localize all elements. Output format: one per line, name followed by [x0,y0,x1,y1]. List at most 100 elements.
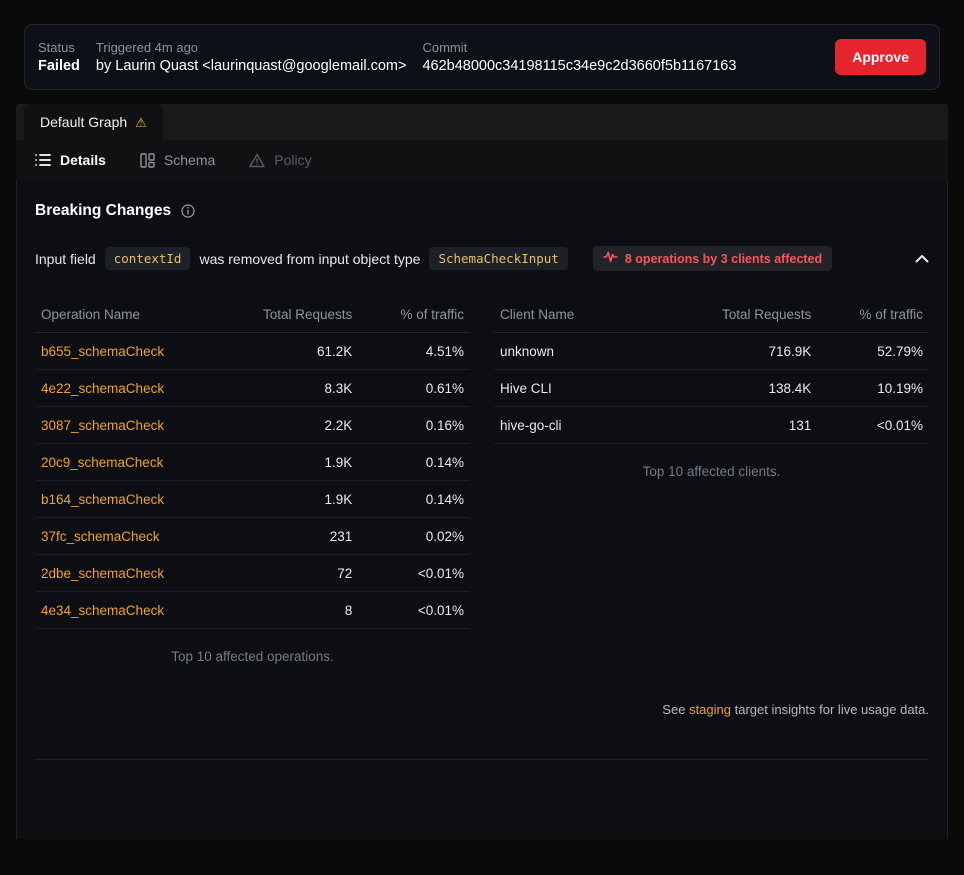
cell-value: 231 [329,528,353,544]
cell-value: unknown [500,343,555,359]
approve-button[interactable]: Approve [835,39,926,75]
check-subtabs: Details Schema Policy [16,140,948,180]
cell-value: hive-go-cli [500,417,562,433]
cell-value: 716.9K [768,343,812,359]
commit-label: Commit [422,40,468,55]
operations-table-caption: Top 10 affected operations. [171,649,334,664]
operation-name-link[interactable]: 37fc_schemaCheck [41,528,160,544]
insights-note-post: target insights for live usage data. [734,702,929,717]
cell-value: 72 [337,565,353,581]
table-row: 3087_schemaCheck 2.2K 0.16% [35,407,470,444]
table-row: 4e22_schemaCheck 8.3K 0.61% [35,370,470,407]
usage-tables: Operation Name Total Requests % of traffic… [35,297,929,664]
list-icon [35,153,51,167]
clients-table: Client Name Total Requests % of traffic unk… [494,297,929,444]
tab-schema-label: Schema [163,152,216,168]
footer-divider [35,759,929,760]
operations-table: Operation Name Total Requests % of traffic… [35,297,470,629]
cell-value: 2.2K [324,417,353,433]
column-header: % of traffic [859,307,923,322]
field-name-code: contextId [104,247,191,270]
table-row: 20c9_schemaCheck 1.9K 0.14% [35,444,470,481]
graph-tab-label: Default Graph [40,114,128,130]
column-header: Operation Name [41,307,141,322]
cell-value: 0.14% [425,491,464,507]
warning-icon: ⚠ [135,114,147,130]
breaking-change-row[interactable]: Input field contextId was removed from i… [35,246,929,271]
warning-triangle-icon [249,153,265,168]
cell-value: 138.4K [768,380,812,396]
table-row: b164_schemaCheck 1.9K 0.14% [35,481,470,518]
table-row: b655_schemaCheck 61.2K 4.51% [35,333,470,370]
cell-value: 0.14% [425,454,464,470]
collapse-chevron-icon[interactable] [915,254,929,263]
table-header-row: Client Name Total Requests % of traffic [494,297,929,333]
cell-value: 8 [344,602,353,618]
table-row: 2dbe_schemaCheck 72 <0.01% [35,555,470,592]
triggered-label: Triggered 4m ago [95,40,199,55]
status-column: Status Failed [38,40,80,74]
triggered-by: by Laurin Quast <laurinquast@googlemail.… [95,58,407,74]
cell-value: <0.01% [876,417,923,433]
staging-target-link[interactable]: staging [689,702,731,717]
operation-name-link[interactable]: b655_schemaCheck [41,343,165,359]
operation-name-link[interactable]: 3087_schemaCheck [41,417,165,433]
status-value: Failed [38,58,80,74]
usage-summary-footer: Based on 1.4M requests from target stagi… [16,839,948,875]
table-row: unknown 716.9K 52.79% [494,333,929,370]
activity-pulse-icon [603,251,618,266]
column-header: Total Requests [262,307,353,322]
type-name-code: SchemaCheckInput [429,247,568,270]
tab-schema[interactable]: Schema [140,152,215,168]
insights-note: See staging target insights for live usa… [35,702,929,717]
cell-value: 52.79% [877,343,923,359]
cell-value: 0.02% [425,528,464,544]
tab-details[interactable]: Details [35,152,106,168]
cell-value: 0.61% [425,380,464,396]
clients-table-block: Client Name Total Requests % of traffic unk… [494,297,929,664]
cell-value: 8.3K [324,380,353,396]
operation-name-link[interactable]: 4e34_schemaCheck [41,602,165,618]
graph-tab-strip: Default Graph ⚠ [16,104,948,140]
cell-value: <0.01% [417,565,464,581]
affected-badge-label: 8 operations by 3 clients affected [624,251,823,266]
cell-value: 0.16% [425,417,464,433]
cell-value: Hive CLI [500,380,552,396]
operation-name-link[interactable]: 20c9_schemaCheck [41,454,164,470]
tab-default-graph[interactable]: Default Graph ⚠ [24,104,163,140]
schema-icon [140,152,155,168]
details-panel: Breaking Changes Input field contextId w… [16,180,948,839]
operation-name-link[interactable]: b164_schemaCheck [41,491,165,507]
tab-policy-label: Policy [274,152,312,168]
triggered-column: Triggered 4m ago by Laurin Quast <laurin… [96,40,407,74]
status-label: Status [38,40,75,55]
column-header: Client Name [500,307,575,322]
cell-value: 1.9K [324,454,353,470]
table-header-row: Operation Name Total Requests % of traffic [35,297,470,333]
column-header: % of traffic [400,307,464,322]
tab-details-label: Details [60,152,106,168]
insights-note-pre: See [662,702,686,717]
commit-column: Commit 462b48000c34198115c34e9c2d3660f5b… [422,40,736,74]
change-text-prefix: Input field [35,250,96,267]
change-text-middle: was removed from input object type [199,250,421,267]
table-row: 4e34_schemaCheck 8 <0.01% [35,592,470,629]
operation-name-link[interactable]: 4e22_schemaCheck [41,380,165,396]
column-header: Total Requests [721,307,812,322]
table-row: Hive CLI 138.4K 10.19% [494,370,929,407]
cell-value: 131 [788,417,812,433]
commit-hash: 462b48000c34198115c34e9c2d3660f5b1167163 [422,58,737,74]
operation-name-link[interactable]: 2dbe_schemaCheck [41,565,165,581]
clients-table-caption: Top 10 affected clients. [642,464,781,479]
breaking-changes-title: Breaking Changes [35,202,172,219]
cell-value: 4.51% [425,343,464,359]
info-icon[interactable] [181,204,195,218]
table-row: hive-go-cli 131 <0.01% [494,407,929,444]
affected-operations-badge[interactable]: 8 operations by 3 clients affected [592,246,833,271]
check-summary-card: Status Failed Triggered 4m ago by Laurin… [24,24,940,90]
cell-value: 61.2K [316,343,353,359]
cell-value: 1.9K [324,491,353,507]
tab-policy[interactable]: Policy [249,152,312,168]
operations-table-block: Operation Name Total Requests % of traffic… [35,297,470,664]
table-row: 37fc_schemaCheck 231 0.02% [35,518,470,555]
